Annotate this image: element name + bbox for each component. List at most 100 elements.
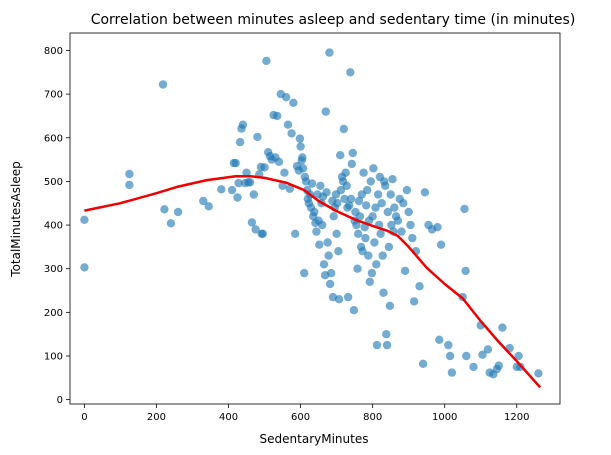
y-tick-label: 400 xyxy=(44,221,63,232)
x-axis-ticks: 0 200 400 600 800 1000 1200 xyxy=(81,404,529,423)
data-point xyxy=(418,359,428,368)
data-point xyxy=(324,251,333,260)
data-point xyxy=(462,351,471,361)
data-point xyxy=(233,193,242,202)
data-point xyxy=(319,260,329,269)
data-point xyxy=(345,201,354,210)
data-point xyxy=(534,369,543,378)
data-point xyxy=(274,157,284,166)
y-tick-label: 100 xyxy=(44,351,63,362)
data-point xyxy=(340,194,349,204)
data-point xyxy=(460,204,469,214)
data-point xyxy=(341,168,350,177)
data-point xyxy=(332,229,341,238)
data-point xyxy=(397,227,406,236)
y-tick-label: 700 xyxy=(44,90,63,101)
data-point xyxy=(166,219,176,228)
data-point xyxy=(80,215,89,224)
data-point xyxy=(342,181,351,190)
y-tick-label: 800 xyxy=(44,46,63,57)
data-point xyxy=(333,199,342,208)
data-point xyxy=(420,188,430,197)
data-point xyxy=(461,266,470,276)
data-point xyxy=(258,229,267,238)
data-point xyxy=(242,168,251,177)
trend-line-layer xyxy=(84,174,542,389)
data-point xyxy=(365,277,374,286)
data-point xyxy=(125,169,134,179)
data-point xyxy=(436,240,446,249)
x-tick-label: 1200 xyxy=(504,412,529,423)
data-point xyxy=(160,205,169,214)
data-point xyxy=(372,340,382,350)
data-point xyxy=(199,196,208,206)
data-point xyxy=(273,111,282,121)
data-point xyxy=(348,148,357,158)
data-point xyxy=(298,164,308,173)
data-point xyxy=(282,93,291,102)
data-point xyxy=(388,175,397,184)
data-point xyxy=(280,168,289,177)
data-point xyxy=(498,323,507,332)
data-point xyxy=(312,227,321,236)
scatter-points xyxy=(80,48,543,379)
y-tick-label: 500 xyxy=(44,177,63,188)
data-point xyxy=(354,229,363,238)
data-point xyxy=(253,132,262,142)
data-point xyxy=(291,229,300,238)
data-point xyxy=(204,202,213,211)
data-point xyxy=(322,188,331,197)
x-tick-label: 600 xyxy=(291,412,310,423)
data-point xyxy=(469,362,478,372)
x-tick-label: 400 xyxy=(219,412,238,423)
data-point xyxy=(377,199,386,208)
data-point xyxy=(444,340,453,350)
data-point xyxy=(433,223,442,232)
data-point xyxy=(447,368,457,377)
data-point xyxy=(285,184,294,193)
data-point xyxy=(355,212,365,221)
data-point xyxy=(336,185,346,195)
data-point xyxy=(378,251,387,260)
data-point xyxy=(404,207,413,217)
data-point xyxy=(445,351,455,361)
data-point xyxy=(359,168,368,177)
data-point xyxy=(402,185,412,195)
data-point xyxy=(361,233,370,243)
data-point xyxy=(367,268,377,278)
data-point xyxy=(289,98,298,108)
data-point xyxy=(235,137,245,147)
data-point xyxy=(329,212,338,221)
data-point xyxy=(385,301,395,310)
x-tick-label: 0 xyxy=(81,412,87,423)
data-point xyxy=(387,220,396,230)
data-point xyxy=(296,142,305,151)
data-point xyxy=(283,120,293,129)
data-point xyxy=(368,212,377,221)
data-point xyxy=(278,181,287,190)
data-point xyxy=(393,216,403,225)
data-point xyxy=(321,107,330,116)
data-point xyxy=(372,260,381,269)
data-point xyxy=(249,190,258,199)
data-point xyxy=(334,295,344,304)
data-point xyxy=(478,350,487,359)
data-point xyxy=(354,196,364,206)
data-point xyxy=(295,134,305,143)
data-point xyxy=(494,361,503,370)
x-tick-label: 800 xyxy=(363,412,382,423)
data-point xyxy=(435,335,444,344)
data-point xyxy=(409,297,419,306)
y-axis-ticks: 0 100 200 300 400 500 600 700 800 xyxy=(44,46,70,406)
data-point xyxy=(399,199,408,208)
data-point xyxy=(339,124,348,134)
data-point xyxy=(384,242,394,252)
data-point xyxy=(310,207,319,217)
data-point xyxy=(227,185,237,195)
data-point xyxy=(234,178,243,188)
data-point xyxy=(316,181,325,190)
data-point xyxy=(346,194,356,204)
data-point xyxy=(369,164,378,173)
